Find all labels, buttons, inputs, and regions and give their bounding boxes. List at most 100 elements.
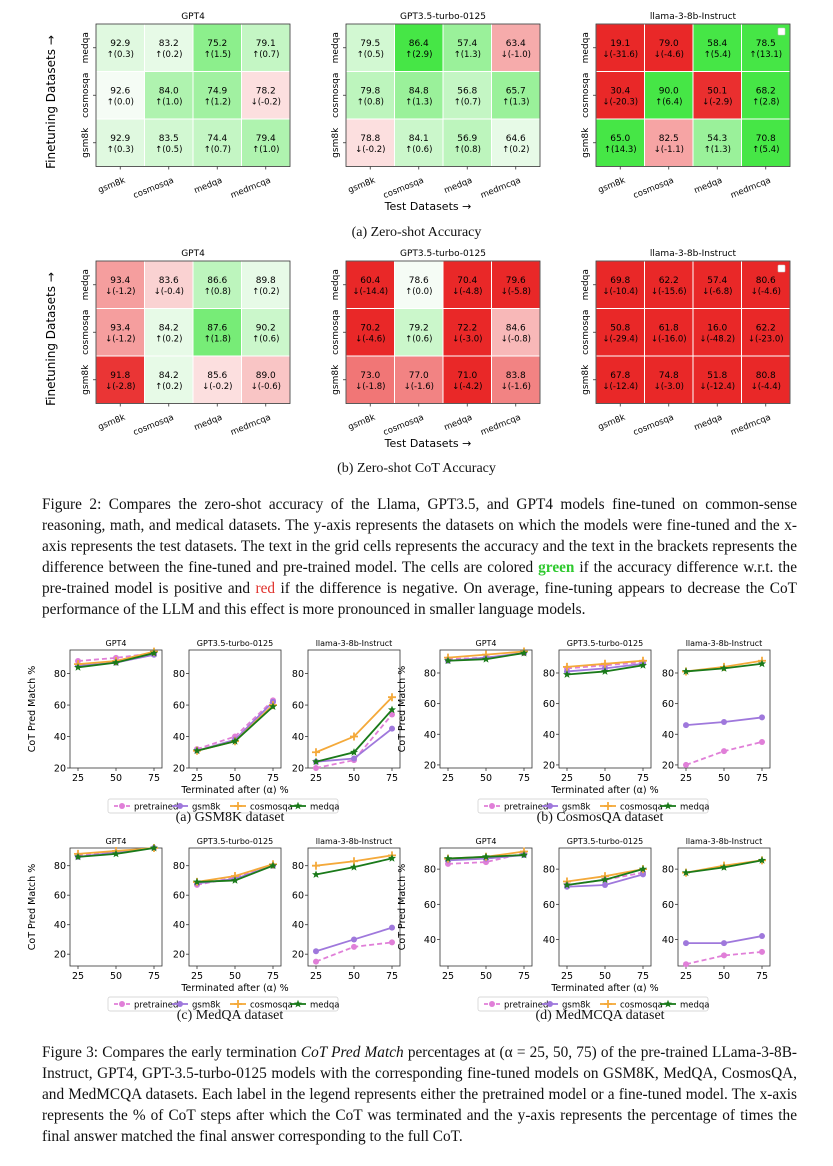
heatmap-cell-value: 57.4: [707, 276, 727, 286]
heatmap-cell-value: 79.1: [256, 39, 276, 49]
data-point: [759, 933, 765, 940]
data-point: [759, 714, 765, 721]
y-tick-label: 40: [173, 732, 185, 743]
heatmap-cell-delta: ↓(-2.8): [105, 382, 135, 392]
heatmap-cell: [144, 71, 194, 120]
heatmap-panel-title: llama-3-8b-Instruct: [650, 12, 737, 22]
heatmap-cell-value: 90.0: [659, 86, 679, 96]
heatmap-cell-delta: ↓(-23.0): [748, 334, 784, 344]
y-tick-label: 80: [662, 668, 674, 679]
legend-label-pretrained: pretrained: [134, 1001, 178, 1011]
heatmap-cell-delta: ↑(0.6): [405, 334, 432, 344]
data-point: [601, 875, 609, 884]
heatmap-cell-delta: ↑(2.8): [752, 97, 779, 107]
data-point: [444, 656, 452, 665]
line-panel-frame: [188, 649, 282, 769]
heatmap-cell-delta: ↓(-1.6): [404, 382, 434, 392]
y-tick-label: 60: [173, 701, 185, 712]
heatmap-col-label: cosmosqa: [632, 176, 675, 201]
heatmap-cell-value: 80.6: [756, 276, 776, 286]
data-point: [758, 856, 766, 864]
heatmap-col-label: medmcqa: [729, 413, 772, 438]
heatmap-cell-delta: ↑(1.3): [704, 145, 731, 155]
legend-label-pretrained: pretrained: [504, 1001, 548, 1011]
y-tick-label: 60: [292, 891, 304, 902]
heatmap-cell-value: 79.4: [256, 134, 276, 144]
x-tick-label: 75: [637, 773, 649, 784]
heatmap-cell-delta: ↑(0.8): [204, 287, 231, 297]
data-point: [388, 705, 396, 714]
heatmap-cell: [595, 23, 645, 72]
legend-label-cosmosqa: cosmosqa: [250, 803, 293, 813]
series-line-pretrained: [447, 652, 525, 661]
heatmap-cell-value: 61.8: [659, 323, 679, 333]
heatmap-cell-delta: ↑(0.3): [107, 145, 134, 155]
heatmap-cell: [345, 308, 395, 357]
x-tick-label: 50: [229, 773, 241, 784]
heatmap-panel-title: llama-3-8b-Instruct: [650, 249, 737, 259]
heatmap-row-label: medqa: [81, 269, 91, 300]
y-tick-label: 80: [54, 669, 66, 680]
x-tick-label: 75: [637, 971, 649, 982]
line-panel-title: llama-3-8b-Instruct: [686, 639, 763, 648]
line-panel-title: llama-3-8b-Instruct: [316, 639, 393, 648]
heatmap-cell: [144, 308, 194, 357]
data-point: [563, 670, 571, 678]
caption-red-word: red: [255, 580, 276, 597]
y-tick-label: 80: [424, 865, 436, 876]
heatmap-col-label: medqa: [693, 413, 724, 433]
heatmap-col-label: medqa: [443, 176, 474, 196]
heatmap-cell-value: 92.9: [110, 134, 130, 144]
legend-label-cosmosqa: cosmosqa: [620, 1001, 663, 1011]
caption-medqa: (c) MedQA dataset: [176, 1008, 284, 1023]
data-point: [759, 738, 765, 745]
heatmap-cell-value: 75.2: [207, 39, 227, 49]
data-point: [351, 755, 357, 762]
y-tick-label: 60: [662, 900, 674, 911]
heatmap-cell-delta: ↑(1.0): [155, 97, 182, 107]
heatmap-col-label: gsm8k: [347, 413, 377, 433]
heatmap-cell-delta: ↑(0.7): [454, 97, 481, 107]
heatmap-col-label: medmcqa: [229, 176, 272, 201]
heatmap-cell: [345, 260, 395, 309]
heatmap-cell: [394, 355, 444, 404]
data-point: [112, 849, 120, 858]
heatmap-cell-delta: ↓(-1.0): [501, 50, 531, 60]
heatmap-cell: [241, 118, 291, 167]
x-tick-label: 50: [480, 773, 492, 784]
heatmap-cell-value: 56.8: [457, 86, 477, 96]
data-point: [520, 648, 528, 657]
heatmap-cell-delta: ↓(-1.8): [355, 382, 385, 392]
data-point: [664, 999, 672, 1008]
heatmap-cell-value: 86.4: [409, 39, 429, 49]
legend-label-gsm8k: gsm8k: [192, 803, 221, 813]
legend-label-gsm8k: gsm8k: [192, 1001, 221, 1011]
series-line-pretrained: [77, 847, 155, 857]
heatmap-cell: [144, 23, 194, 72]
heatmap-cell-delta: ↓(-4.6): [654, 50, 684, 60]
data-point: [389, 924, 395, 931]
y-tick-label: 20: [173, 764, 185, 775]
y-tick-label: 20: [543, 760, 555, 771]
heatmap-cell-delta: ↓(-4.4): [751, 382, 781, 392]
figure2-caption: Figure 2: Compares the zero-shot accurac…: [42, 496, 798, 618]
heatmap-cell-delta: ↑(0.2): [155, 334, 182, 344]
data-point: [721, 719, 727, 726]
y-axis-label: CoT Pred Match %: [27, 666, 38, 752]
heatmap-cell-delta: ↑(0.3): [107, 50, 134, 60]
heatmap-cell-value: 79.8: [360, 86, 380, 96]
y-tick-label: 60: [543, 699, 555, 710]
heatmap-cell-value: 93.4: [110, 276, 130, 286]
heatmap-cell-value: 19.1: [610, 39, 630, 49]
heatmap-col-label: cosmosqa: [132, 176, 175, 201]
heatmap-cell-delta: ↑(0.2): [155, 50, 182, 60]
heatmap-col-label: medmcqa: [729, 176, 772, 201]
legend-label-pretrained: pretrained: [504, 803, 548, 813]
heatmap-row-label: cosmosqa: [81, 73, 91, 118]
data-point: [119, 803, 125, 809]
y-tick-label: 60: [292, 701, 304, 712]
heatmap-cell-delta: ↑(0.0): [107, 97, 134, 107]
heatmap-cell: [491, 260, 541, 309]
line-panel-frame: [558, 847, 652, 967]
line-panel-title: llama-3-8b-Instruct: [686, 837, 763, 846]
